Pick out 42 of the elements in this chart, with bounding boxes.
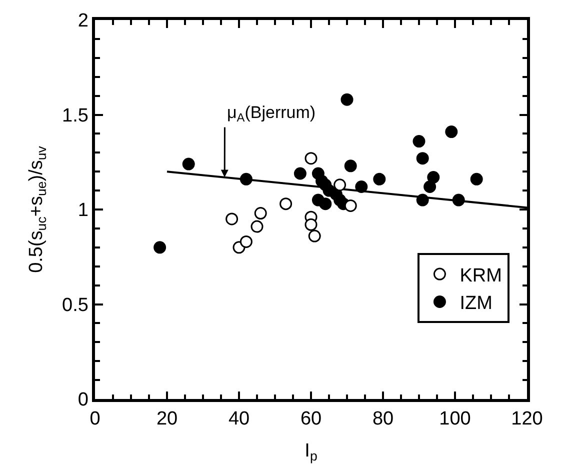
x-tick-label: 40 — [228, 408, 250, 430]
point — [226, 212, 238, 226]
x-tick-label: 60 — [300, 408, 322, 430]
point — [154, 241, 166, 254]
point — [250, 220, 264, 233]
point — [304, 152, 318, 165]
point — [416, 152, 429, 165]
annotation: μ$_{A}$(Bjerrum) — [227, 103, 316, 125]
x-tick-label: 120 — [511, 408, 543, 430]
point — [355, 180, 368, 194]
y-tick-label: 1.5 — [62, 105, 88, 126]
point — [240, 235, 252, 248]
point — [280, 198, 292, 210]
point — [344, 199, 357, 212]
point — [445, 126, 458, 138]
point — [344, 160, 357, 172]
x-tick-label: 20 — [156, 408, 178, 430]
point — [308, 230, 321, 242]
point — [319, 198, 332, 210]
point — [412, 135, 426, 148]
point — [254, 207, 267, 220]
point — [470, 172, 483, 186]
legend-label: IZM — [460, 293, 492, 314]
y-tick-label: 0 — [78, 390, 88, 411]
point — [240, 172, 252, 186]
y-tick-label: 1 — [78, 200, 88, 222]
y-tick-label: 0.5 — [62, 294, 88, 316]
point — [427, 171, 440, 184]
point — [452, 194, 465, 206]
x-axis-title: I$_{p}$ — [304, 440, 318, 464]
point — [340, 93, 354, 106]
y-tick-label: 2 — [78, 10, 88, 32]
point — [304, 218, 318, 231]
point — [373, 172, 386, 186]
legend-label: KRM — [460, 265, 502, 286]
point — [294, 167, 306, 180]
point — [182, 158, 195, 170]
point — [424, 180, 436, 194]
point — [416, 194, 429, 206]
point — [334, 178, 346, 192]
x-tick-label: 100 — [439, 408, 471, 430]
x-tick-label: 80 — [372, 408, 394, 430]
